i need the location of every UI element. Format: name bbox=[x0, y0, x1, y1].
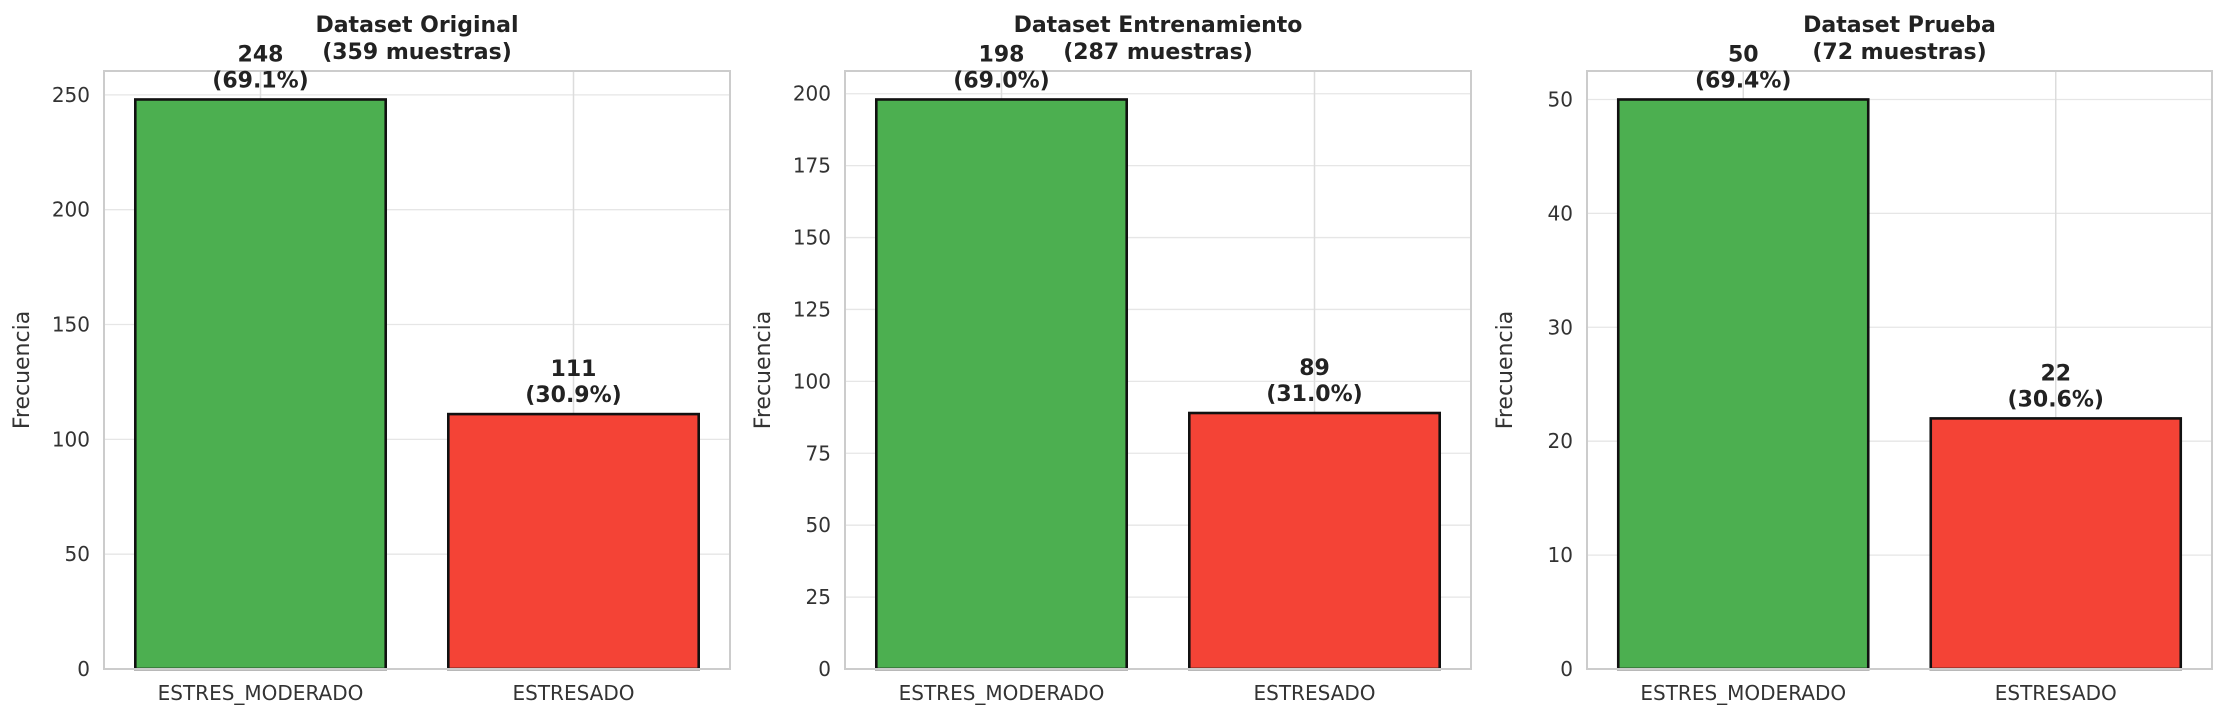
x-tick-label: ESTRESADO bbox=[1254, 681, 1376, 705]
y-tick-label: 100 bbox=[793, 369, 831, 393]
y-tick-label: 0 bbox=[1560, 657, 1573, 681]
bar-percent-label: (30.9%) bbox=[525, 383, 621, 408]
bar-estresado bbox=[1929, 417, 2183, 671]
y-tick-label: 75 bbox=[806, 441, 831, 465]
y-axis-label: Frecuencia bbox=[1493, 311, 1518, 429]
y-tick-label: 100 bbox=[52, 427, 90, 451]
y-tick-label: 50 bbox=[1548, 87, 1573, 111]
chart-title: Dataset Original bbox=[315, 13, 518, 38]
chart-subtitle: (359 muestras) bbox=[322, 40, 512, 65]
x-tick-label: ESTRES_MODERADO bbox=[1640, 681, 1846, 705]
bar-value-label: 248 bbox=[238, 42, 284, 67]
bar-percent-label: (31.0%) bbox=[1266, 382, 1362, 407]
y-tick-label: 200 bbox=[793, 82, 831, 106]
y-tick-label: 0 bbox=[77, 657, 90, 681]
y-tick-label: 50 bbox=[65, 542, 90, 566]
bar-percent-label: (69.4%) bbox=[1695, 68, 1791, 93]
y-tick-label: 250 bbox=[52, 83, 90, 107]
chart-subtitle: (72 muestras) bbox=[1812, 40, 1986, 65]
bar-value-label: 111 bbox=[551, 357, 597, 382]
y-axis-label: Frecuencia bbox=[10, 311, 35, 429]
plot-frame bbox=[1586, 70, 2213, 670]
chart-panel-2: 0 25 50 75 100 125 150 175 200 ESTRES_MODERADO EST… bbox=[751, 13, 1472, 705]
bar-percent-label: (30.6%) bbox=[2008, 387, 2104, 412]
bar-value-label: 198 bbox=[979, 42, 1025, 67]
y-tick-label: 25 bbox=[806, 585, 831, 609]
x-tick-label: ESTRESADO bbox=[1995, 681, 2117, 705]
bar-percent-label: (69.1%) bbox=[212, 68, 308, 93]
chart-panel-1: 0 50 100 150 200 250 ESTRES_MODERADO ESTRESADO F… bbox=[10, 13, 731, 705]
y-tick-label: 20 bbox=[1548, 429, 1573, 453]
y-tick-label: 125 bbox=[793, 297, 831, 321]
bar-estresado bbox=[446, 412, 700, 671]
x-tick-label: ESTRESADO bbox=[513, 681, 635, 705]
y-tick-label: 0 bbox=[818, 657, 831, 681]
y-tick-label: 150 bbox=[52, 313, 90, 337]
x-tick-label: ESTRES_MODERADO bbox=[158, 681, 364, 705]
x-tick-label: ESTRES_MODERADO bbox=[899, 681, 1105, 705]
bar-estres-moderado bbox=[134, 98, 387, 671]
plot-frame bbox=[844, 70, 1472, 670]
y-tick-label: 50 bbox=[806, 513, 831, 537]
bar-value-label: 50 bbox=[1728, 42, 1759, 67]
bar-estres-moderado bbox=[1616, 98, 1870, 671]
bar-percent-label: (69.0%) bbox=[953, 68, 1049, 93]
chart-subtitle: (287 muestras) bbox=[1063, 40, 1253, 65]
y-tick-label: 175 bbox=[793, 154, 831, 178]
y-tick-label: 10 bbox=[1548, 543, 1573, 567]
y-tick-label: 200 bbox=[52, 198, 90, 222]
bar-estres-moderado bbox=[874, 98, 1128, 671]
y-tick-label: 150 bbox=[793, 226, 831, 250]
chart-panel-3: 0 10 20 30 40 50 ESTRES_MODERADO ESTRESADO Frecu… bbox=[1493, 13, 2213, 705]
chart-title: Dataset Entrenamiento bbox=[1014, 13, 1303, 38]
y-tick-label: 30 bbox=[1548, 315, 1573, 339]
bar-value-label: 22 bbox=[2040, 361, 2071, 386]
chart-title: Dataset Prueba bbox=[1803, 13, 1996, 38]
y-axis-label: Frecuencia bbox=[751, 311, 776, 429]
y-tick-label: 40 bbox=[1548, 201, 1573, 225]
plot-frame bbox=[103, 70, 731, 670]
bar-value-label: 89 bbox=[1299, 356, 1330, 381]
bar-estresado bbox=[1188, 411, 1442, 671]
